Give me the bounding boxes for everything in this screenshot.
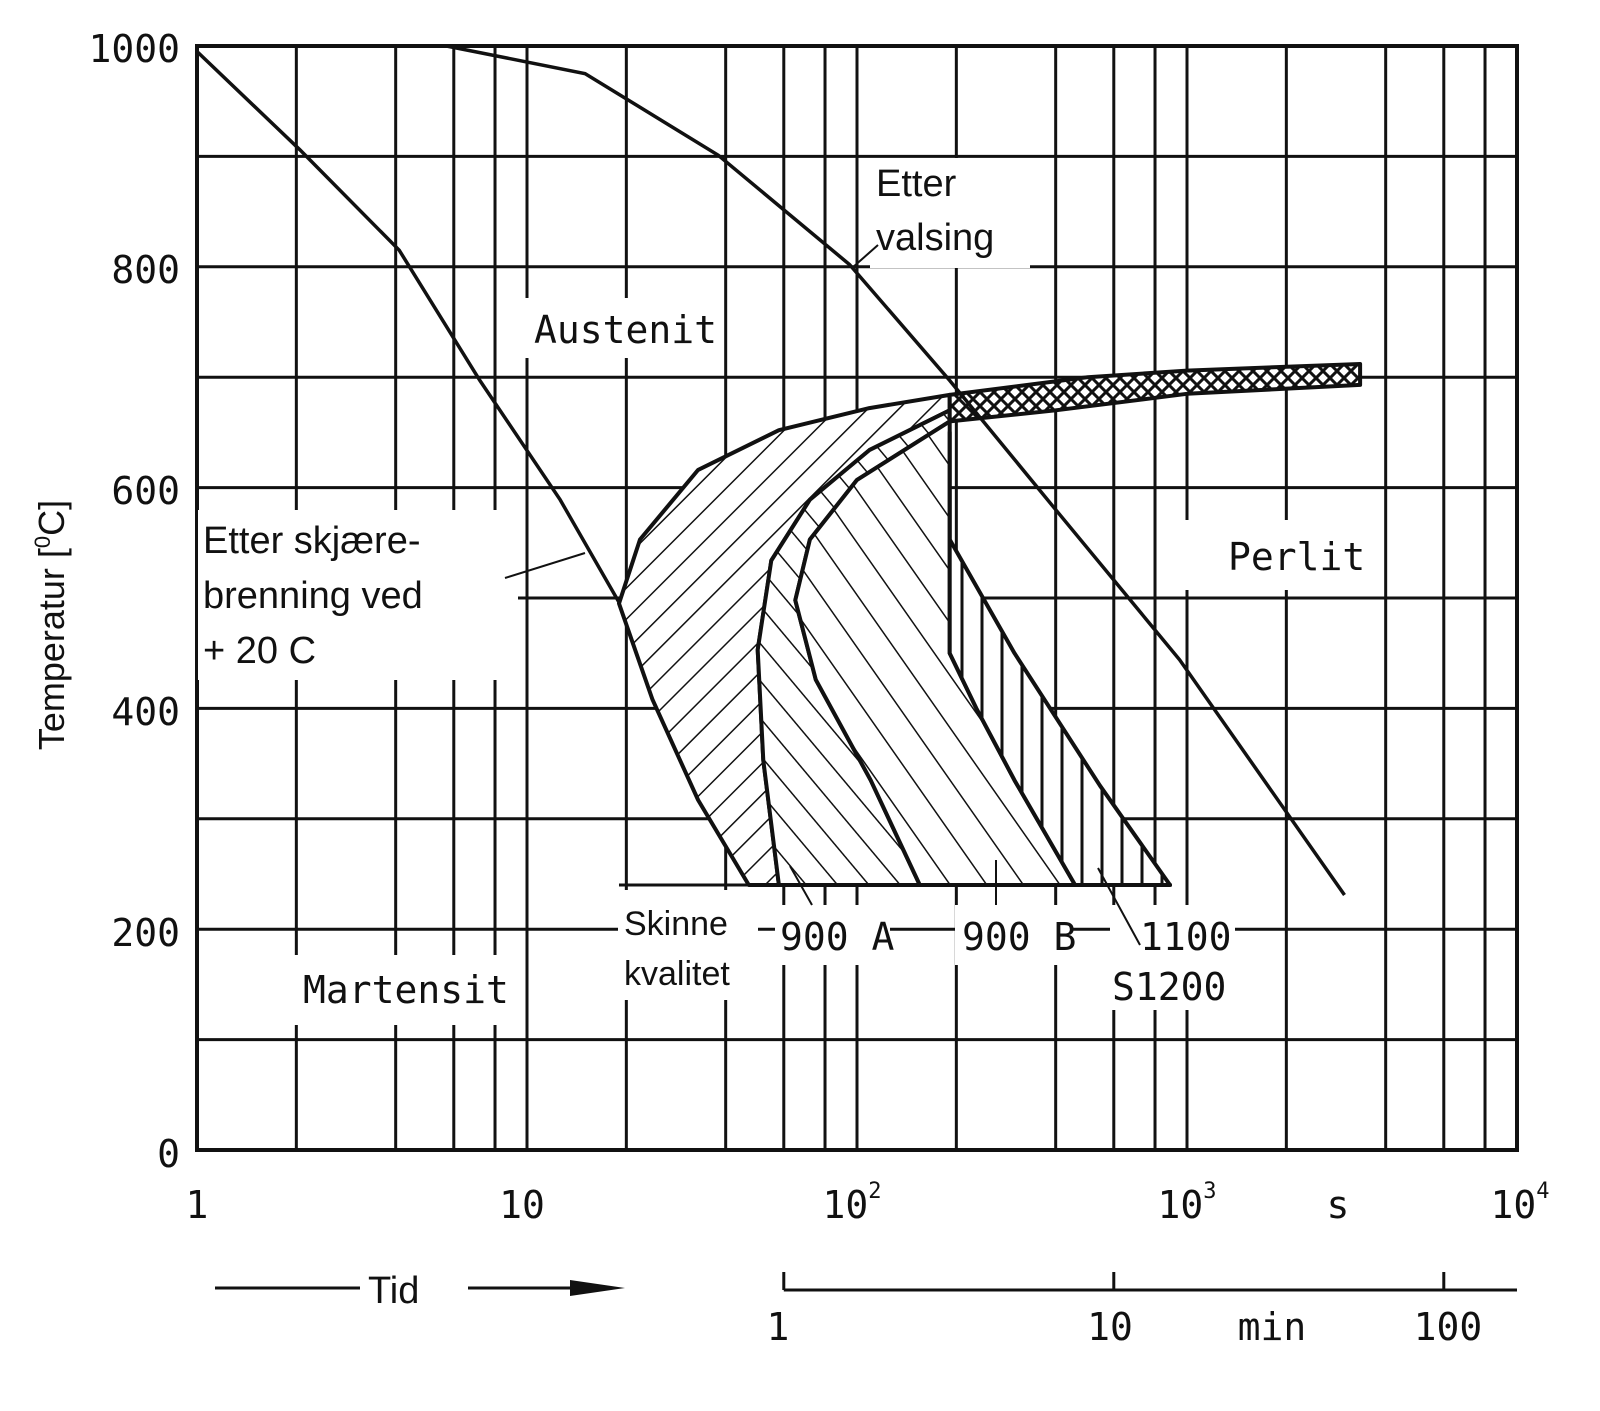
y-tick-600: 600 [111,469,180,513]
cooling-curve [195,50,622,605]
tid-arrow-head [570,1280,625,1296]
etter-skjaere-leader [504,552,586,579]
transformation-band [947,362,1363,424]
perlit-label: Perlit [1228,535,1365,579]
1100-leader [1097,867,1141,946]
etter-skjaere-label-2: brenning ved [203,575,423,617]
y-tick-1000: 1000 [88,27,180,71]
s1200-label: S1200 [1112,965,1226,1009]
y-tick-0: 0 [157,1132,180,1176]
etter-skjaere-label-3: + 20 C [203,630,316,672]
etter-valsing-label-2: valsing [876,217,994,259]
900b-label: 900 B [962,915,1076,959]
x-unit-s: s [1327,1183,1350,1227]
x-tick-10: 10 [499,1183,545,1227]
etter-valsing-leader [851,244,879,269]
y-tick-800: 800 [111,248,180,292]
x-tick-1000: 103 [1157,1179,1216,1227]
x-tick-10000: 104 [1490,1179,1549,1227]
plot-frame [195,44,1519,1152]
1100-label: 1100 [1140,915,1232,959]
y-tick-400: 400 [111,690,180,734]
900a-leader [789,865,813,906]
skinne-label-2: kvalitet [624,955,730,993]
skinne-label-1: Skinne [624,905,728,943]
austenit-label: Austenit [534,308,717,352]
y-axis-label: Temperatur [0C] [30,500,72,750]
etter-skjaere-label-1: Etter skjære- [203,520,420,562]
min-tick-10: 10 [1087,1305,1133,1349]
etter-valsing-label-1: Etter [876,163,957,205]
x-tick-100: 102 [822,1179,881,1227]
900a-label: 900 A [780,915,895,959]
minutes-axis [782,1272,1517,1292]
y-tick-200: 200 [111,911,180,955]
tid-label: Tid [368,1270,419,1312]
min-tick-1: 1 [767,1305,790,1349]
cooling-curve [446,44,1346,897]
x-tick-1: 1 [186,1183,209,1227]
min-unit-label: min [1238,1305,1307,1349]
min-tick-100: 100 [1414,1305,1483,1349]
martensit-label: Martensit [303,968,509,1012]
